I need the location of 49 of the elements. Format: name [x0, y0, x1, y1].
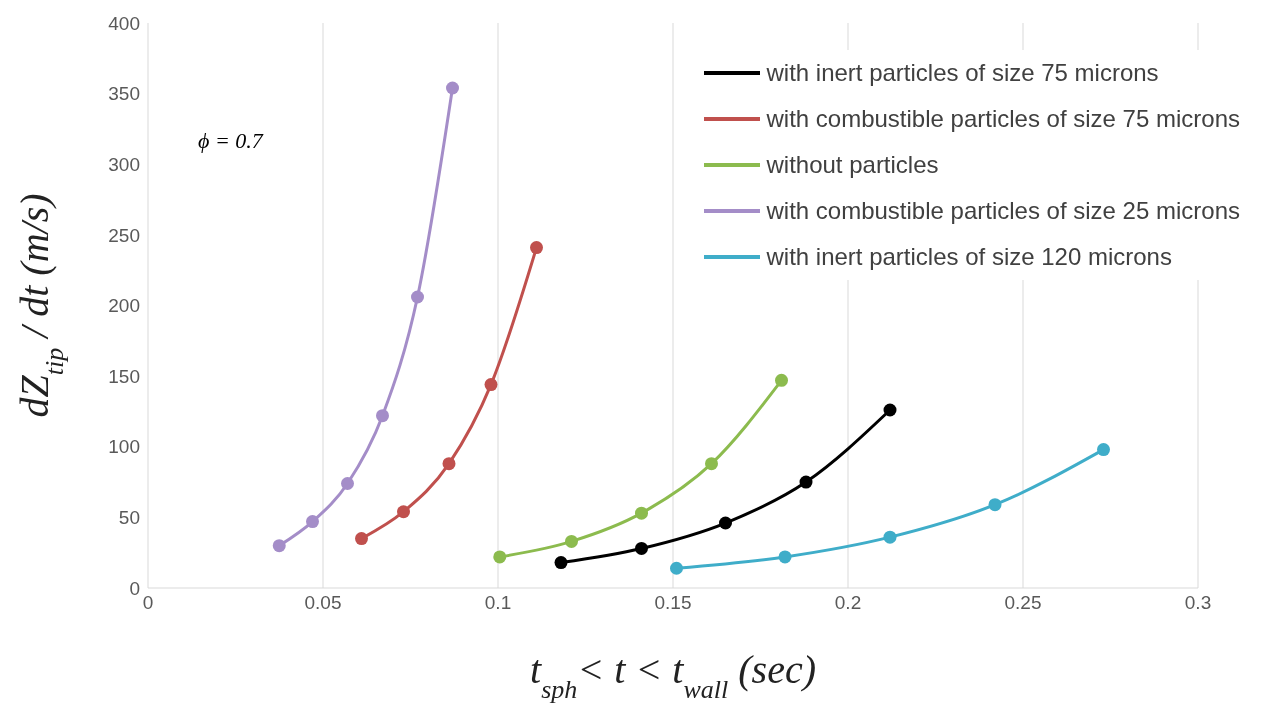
point: [442, 457, 456, 471]
y-tick-label: 0: [129, 577, 140, 599]
y-tick-label: 250: [108, 224, 140, 246]
point: [554, 556, 568, 570]
point: [306, 515, 319, 529]
legend-label: with inert particles of size 120 microns: [766, 243, 1172, 271]
x-tick-label: 0.15: [654, 592, 692, 614]
legend-label: with inert particles of size 75 microns: [766, 59, 1159, 87]
point: [484, 378, 498, 392]
point: [635, 541, 648, 555]
point: [635, 506, 648, 520]
x-tick-label: 0: [142, 592, 154, 614]
point: [530, 241, 543, 255]
point: [883, 530, 897, 544]
y-tick-label: 200: [108, 295, 140, 317]
legend-label: without particles: [766, 151, 939, 179]
point: [355, 532, 368, 546]
point: [446, 81, 459, 95]
y-tick-label: 50: [118, 507, 140, 529]
x-tick-label: 0.25: [1004, 592, 1042, 614]
x-axis-title: t$_{sph}$< t < t$_{wall}$ (sec): [530, 647, 816, 704]
point: [799, 475, 813, 489]
y-tick-label: 300: [108, 153, 140, 175]
point: [493, 550, 507, 564]
point: [411, 290, 424, 304]
legend-label: with combustible particles of size 25 microns: [766, 197, 1240, 225]
x-tick-label: 0.05: [304, 592, 342, 614]
point: [883, 403, 897, 417]
annotation: ϕ = 0.7: [198, 128, 263, 154]
point: [988, 498, 1002, 512]
point: [565, 534, 578, 548]
point: [670, 561, 683, 575]
x-tick-label: 0.1: [484, 592, 512, 614]
point: [376, 409, 389, 423]
point: [705, 457, 718, 471]
x-tick-label: 0.3: [1184, 592, 1212, 614]
point: [719, 516, 732, 530]
y-tick-label: 150: [108, 365, 140, 387]
y-tick-label: 400: [108, 12, 140, 34]
point: [1097, 443, 1110, 457]
point: [341, 476, 354, 490]
point: [775, 373, 788, 387]
x-tick-label: 0.2: [834, 592, 862, 614]
point: [778, 550, 792, 564]
point: [272, 539, 286, 553]
y-tick-label: 100: [108, 436, 140, 458]
legend-label: with combustible particles of size 75 microns: [766, 105, 1240, 133]
y-tick-label: 350: [108, 83, 140, 105]
point: [397, 505, 410, 519]
